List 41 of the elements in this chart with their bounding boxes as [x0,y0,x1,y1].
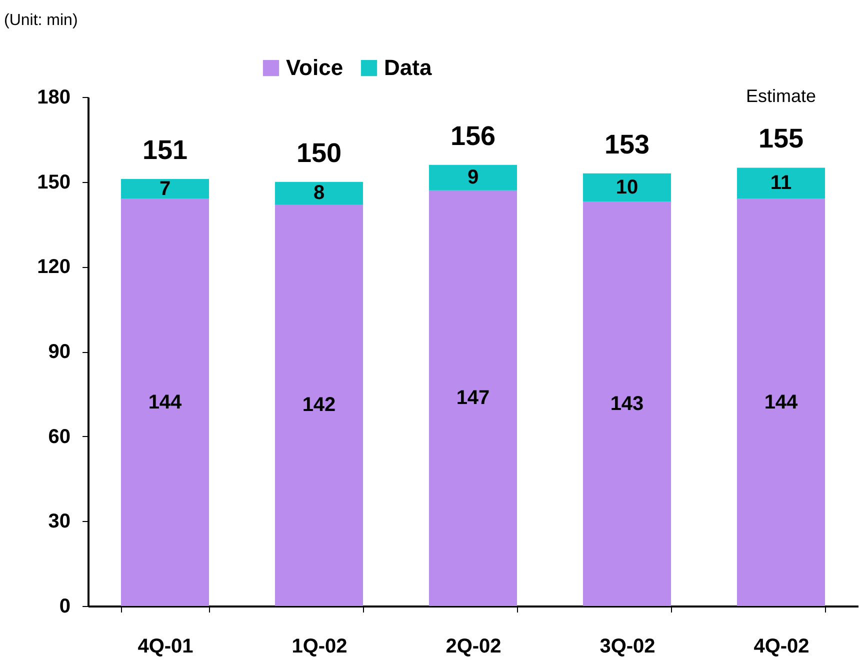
bar [583,202,671,606]
y-tick-label: 120 [37,256,70,278]
total-label: 153 [604,129,650,160]
bar [121,198,209,606]
data-label: 8 [313,182,325,204]
total-label: 156 [450,120,496,151]
bar [429,190,517,606]
x-tick-label: 3Q-02 [600,636,656,658]
bar [121,179,209,199]
data-label: 144 [148,391,183,414]
data-label: 7 [159,178,171,200]
total-label: 155 [758,124,804,154]
y-tick-label: 150 [37,171,70,194]
data-label: 147 [456,387,490,410]
y-tick-label: 0 [59,596,70,618]
total-label: 150 [296,138,342,168]
bar [737,168,825,199]
y-tick-label: 30 [48,510,70,533]
x-tick-label: 4Q-01 [138,636,194,658]
data-label: 11 [770,172,792,194]
legend-label: Voice [286,55,344,80]
data-label: 9 [467,166,479,189]
data-label: 143 [610,392,644,415]
annotation: Estimate [746,86,816,106]
text: (Unit: min) [4,12,78,29]
y-tick-label: 60 [48,426,70,448]
y-tick-label: 180 [37,86,70,108]
x-tick-label: 1Q-02 [292,636,348,658]
y-tick-label: 90 [48,341,70,363]
data-label: 144 [764,391,799,414]
data-label: 142 [302,394,336,416]
bar [429,164,517,190]
data-label: 10 [616,176,638,198]
bar [737,198,825,606]
x-tick-label: 2Q-02 [446,636,502,658]
bar [583,173,671,202]
legend-label: Data [384,55,432,80]
bar [275,204,363,606]
total-label: 151 [142,135,188,166]
x-tick-label: 4Q-02 [754,636,810,658]
bar [275,182,363,204]
